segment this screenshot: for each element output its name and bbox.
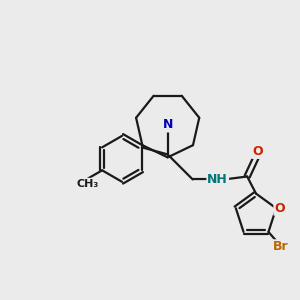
Text: Br: Br <box>272 240 288 253</box>
Text: O: O <box>274 202 285 215</box>
Text: NH: NH <box>207 173 228 186</box>
Text: N: N <box>163 118 173 131</box>
Text: CH₃: CH₃ <box>77 179 99 189</box>
Text: O: O <box>252 145 263 158</box>
